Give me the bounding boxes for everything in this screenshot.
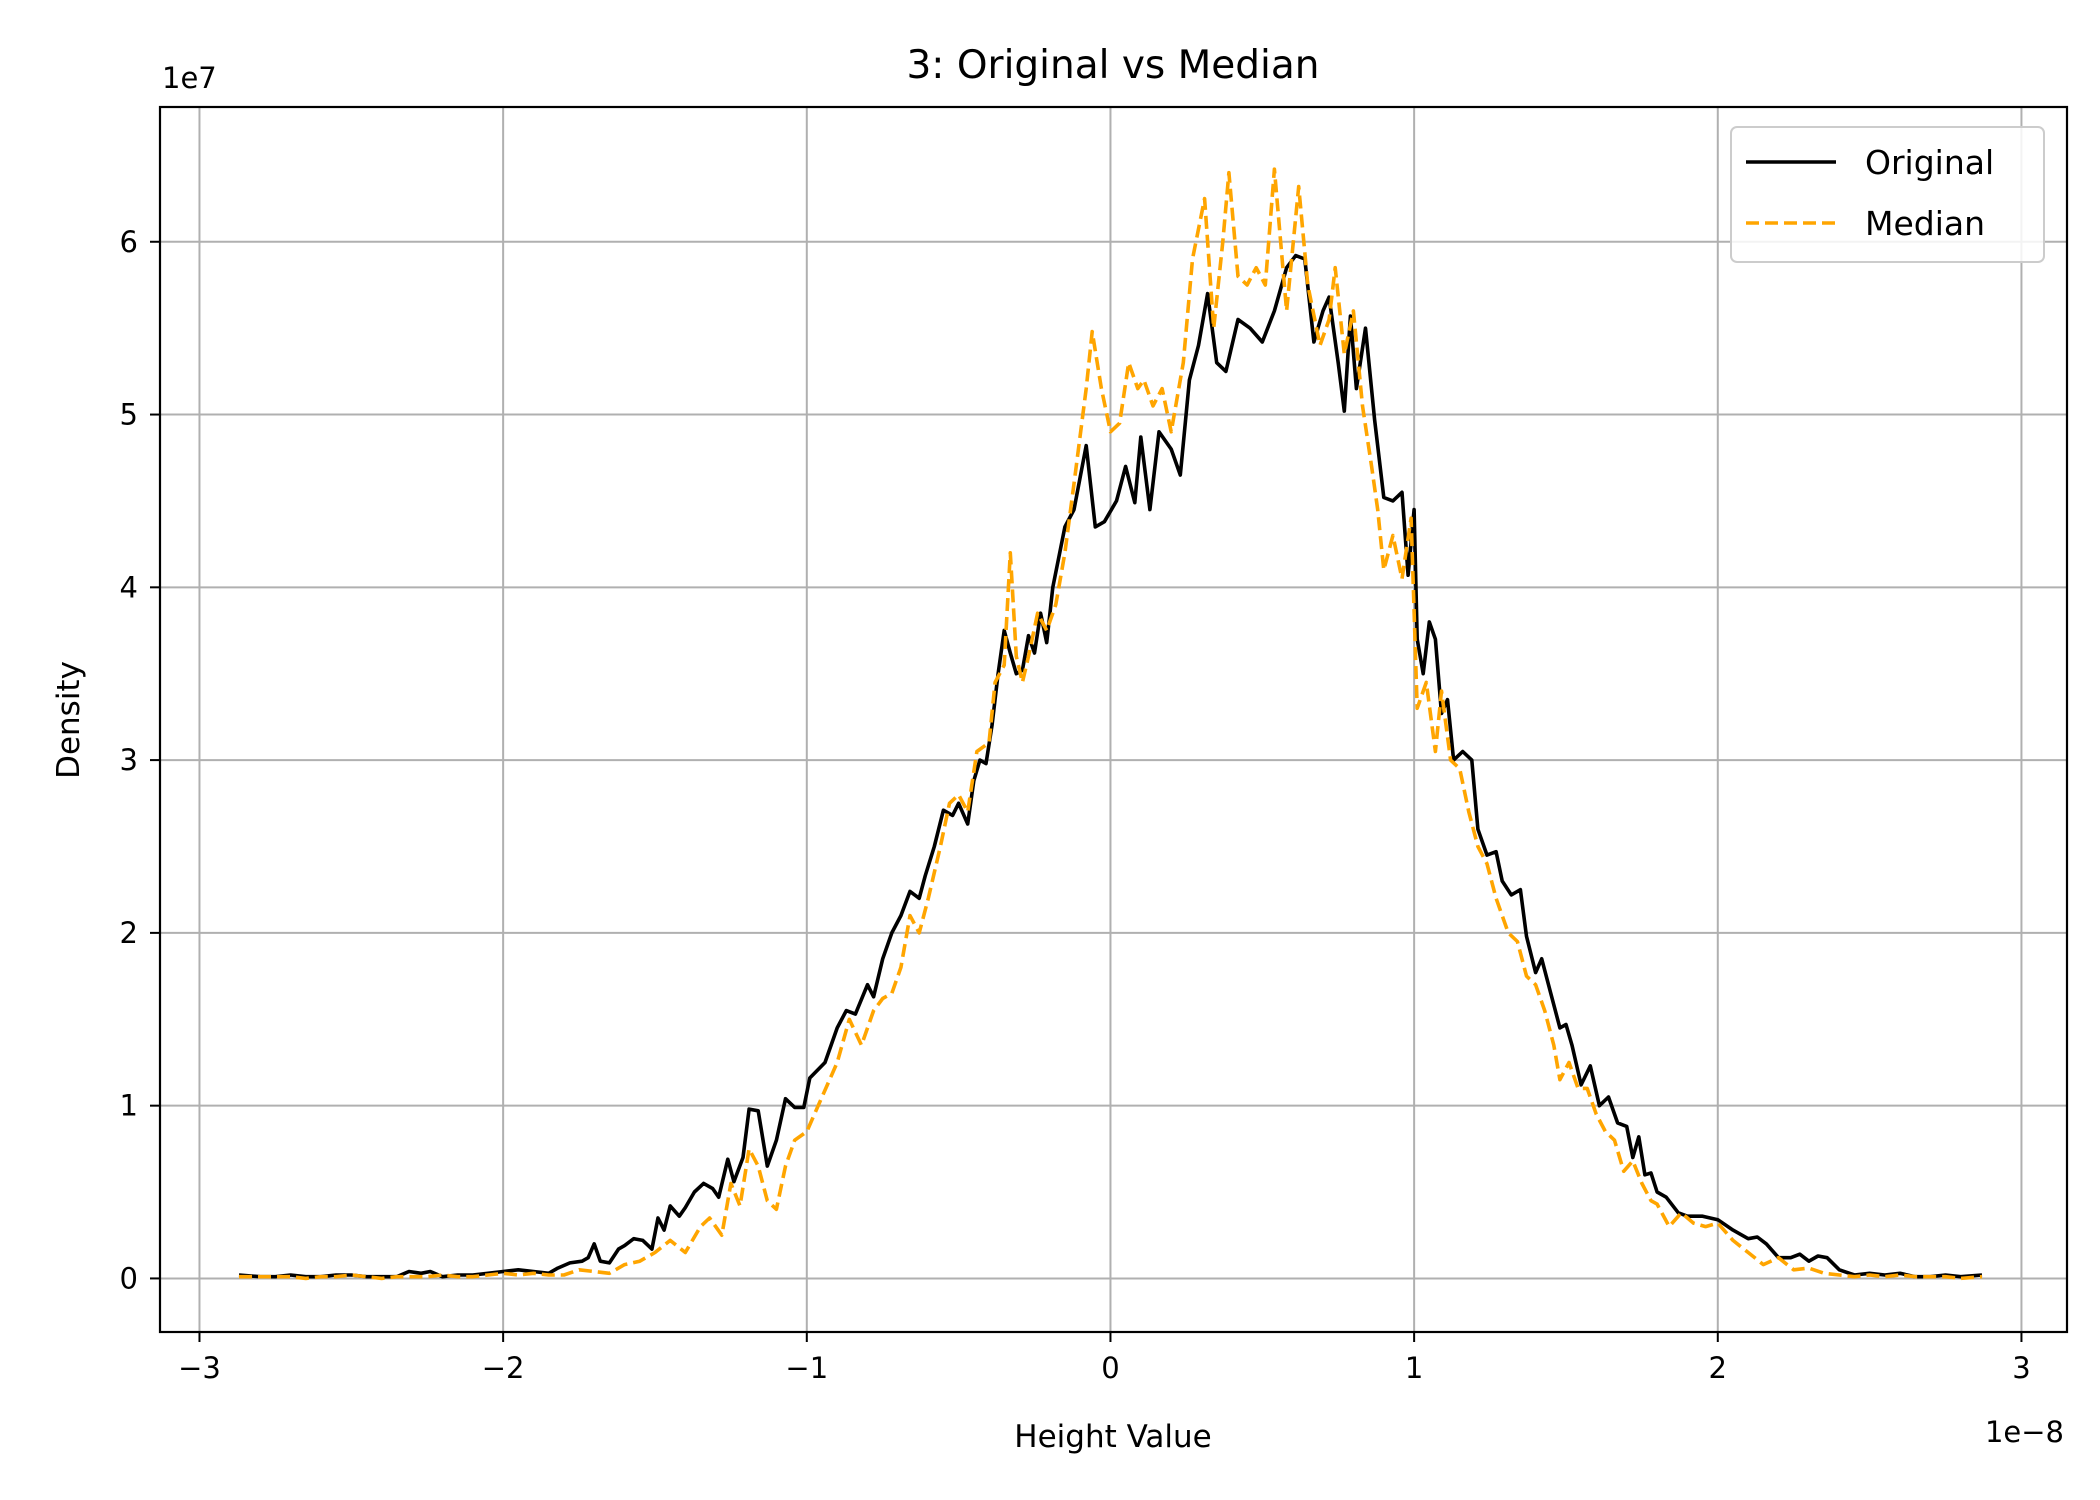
y-tick-label: 6 bbox=[120, 225, 138, 259]
y-tick-label: 4 bbox=[120, 570, 138, 604]
x-tick-label: −2 bbox=[482, 1351, 525, 1385]
y-tick-label: 0 bbox=[120, 1261, 138, 1295]
y-tick-label: 3 bbox=[120, 743, 138, 777]
series-lines bbox=[238, 167, 1983, 1281]
grid-lines bbox=[160, 107, 2067, 1332]
axis-ticks: −3 −2 −1 0 1 2 3 0 1 2 3 4 5 6 bbox=[120, 225, 2031, 1385]
x-tick-label: 2 bbox=[1709, 1351, 1727, 1385]
x-tick-label: −3 bbox=[178, 1351, 221, 1385]
chart-title: 3: Original vs Median bbox=[906, 43, 1319, 88]
x-tick-label: 0 bbox=[1101, 1351, 1119, 1385]
y-tick-label: 2 bbox=[120, 916, 138, 950]
legend: Original Median bbox=[1730, 126, 2045, 263]
y-tick-label: 5 bbox=[120, 398, 138, 432]
plot-area-frame bbox=[158, 105, 2069, 1334]
series-line-original bbox=[238, 253, 1983, 1279]
series-line-median bbox=[239, 167, 1983, 1281]
y-axis-offset-text: 1e7 bbox=[162, 61, 217, 95]
x-axis-label: Height Value bbox=[1014, 1419, 1211, 1455]
legend-label-original: Original bbox=[1865, 143, 1994, 182]
x-tick-label: −1 bbox=[785, 1351, 828, 1385]
y-axis-label: Density bbox=[51, 661, 87, 779]
legend-label-median: Median bbox=[1865, 204, 1985, 243]
x-tick-label: 1 bbox=[1405, 1351, 1423, 1385]
x-tick-label: 3 bbox=[2012, 1351, 2030, 1385]
x-axis-offset-text: 1e−8 bbox=[1985, 1415, 2064, 1449]
y-tick-label: 1 bbox=[120, 1089, 138, 1123]
